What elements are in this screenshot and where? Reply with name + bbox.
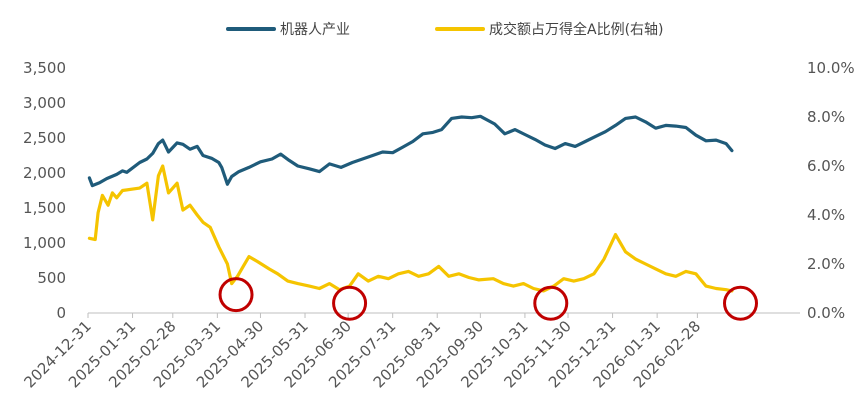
- y-left-tick-label: 2,500: [23, 129, 66, 147]
- y-right-tick-label: 8.0%: [807, 108, 845, 126]
- y-left-axis: 0 500 1,000 1,500 2,000 2,500 3,000 3,500: [23, 59, 66, 322]
- series-line-0: [87, 114, 734, 188]
- highlight-circle-3: [722, 285, 758, 321]
- series-line-1: [87, 164, 734, 293]
- annotation-layer: [218, 277, 758, 321]
- y-left-tick-label: 3,500: [23, 59, 66, 77]
- y-left-tick-label: 3,000: [23, 94, 66, 112]
- highlight-circle-2: [533, 285, 569, 321]
- y-left-tick-label: 1,000: [23, 234, 66, 252]
- y-left-tick-label: 500: [37, 269, 66, 287]
- y-left-tick-label: 0: [56, 304, 66, 322]
- legend-label-1: 成交额占万得全A比例(右轴): [489, 21, 664, 38]
- x-axis: 2024-12-312025-01-312025-02-282025-03-31…: [20, 312, 800, 391]
- y-right-tick-label: 0.0%: [807, 304, 845, 322]
- y-right-axis: 0.0% 2.0% 4.0% 6.0% 8.0% 10.0%: [807, 59, 855, 322]
- series-layer: [87, 114, 734, 293]
- legend: 机器人产业 成交额占万得全A比例(右轴): [226, 21, 664, 38]
- highlight-circle-1: [332, 285, 368, 321]
- y-right-tick-label: 6.0%: [807, 157, 845, 175]
- y-right-tick-label: 2.0%: [807, 255, 845, 273]
- highlight-circle-0: [218, 277, 254, 313]
- y-right-tick-label: 4.0%: [807, 206, 845, 224]
- y-right-tick-label: 10.0%: [807, 59, 855, 77]
- y-left-tick-label: 2,000: [23, 164, 66, 182]
- legend-label-0: 机器人产业: [280, 22, 350, 38]
- y-left-tick-label: 1,500: [23, 199, 66, 217]
